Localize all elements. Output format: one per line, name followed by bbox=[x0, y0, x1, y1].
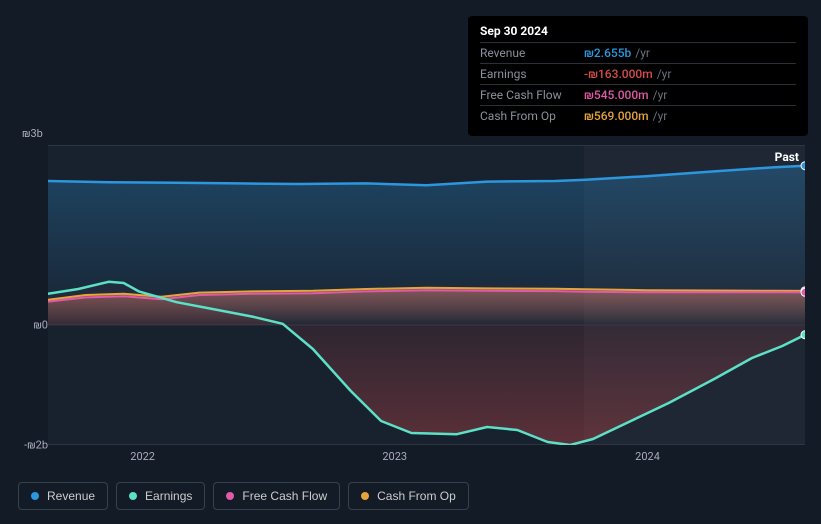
tooltip-row-label: Free Cash Flow bbox=[480, 88, 584, 102]
tooltip-row-unit: /yr bbox=[657, 67, 672, 81]
tooltip-row-label: Cash From Op bbox=[480, 109, 584, 123]
legend-dot-icon bbox=[226, 492, 234, 500]
legend-item-earnings[interactable]: Earnings bbox=[116, 482, 205, 510]
tooltip-row-value: ₪2.655b bbox=[584, 46, 631, 60]
x-axis-label: 2024 bbox=[635, 450, 660, 463]
tooltip-row-label: Revenue bbox=[480, 46, 584, 60]
tooltip-row: Cash From Op₪569.000m/yr bbox=[480, 105, 796, 126]
y-axis-top-label: ₪3b bbox=[22, 127, 43, 140]
legend-label: Cash From Op bbox=[377, 489, 456, 503]
y-axis-label: -₪2b bbox=[24, 439, 48, 452]
legend-dot-icon bbox=[31, 492, 39, 500]
legend: Revenue Earnings Free Cash Flow Cash From O… bbox=[18, 482, 469, 510]
tooltip-row-unit: /yr bbox=[635, 46, 650, 60]
legend-label: Revenue bbox=[47, 489, 95, 503]
legend-item-revenue[interactable]: Revenue bbox=[18, 482, 108, 510]
tooltip-row-unit: /yr bbox=[653, 88, 668, 102]
y-axis-label: ₪0 bbox=[33, 319, 48, 332]
legend-item-cash_op[interactable]: Cash From Op bbox=[348, 482, 469, 510]
tooltip-row-unit: /yr bbox=[653, 109, 668, 123]
legend-dot-icon bbox=[361, 492, 369, 500]
legend-item-fcf[interactable]: Free Cash Flow bbox=[213, 482, 340, 510]
tooltip-row-value: ₪569.000m bbox=[584, 109, 649, 123]
tooltip-date: Sep 30 2024 bbox=[480, 24, 796, 42]
hover-tooltip: Sep 30 2024 Revenue₪2.655b/yrEarnings-₪1… bbox=[468, 16, 808, 136]
chart-area: ₪0-₪2b Past bbox=[18, 145, 805, 445]
x-axis-label: 2023 bbox=[382, 450, 407, 463]
tooltip-row-value: ₪545.000m bbox=[584, 88, 649, 102]
x-axis-label: 2022 bbox=[130, 450, 155, 463]
legend-label: Earnings bbox=[145, 489, 192, 503]
legend-label: Free Cash Flow bbox=[242, 489, 327, 503]
tooltip-row: Revenue₪2.655b/yr bbox=[480, 42, 796, 63]
tooltip-row: Free Cash Flow₪545.000m/yr bbox=[480, 84, 796, 105]
tooltip-row-value: -₪163.000m bbox=[584, 67, 653, 81]
legend-dot-icon bbox=[129, 492, 137, 500]
past-label: Past bbox=[775, 150, 799, 164]
chart-svg[interactable] bbox=[48, 145, 805, 445]
x-axis: 2022 2023 2024 bbox=[48, 450, 805, 470]
tooltip-row: Earnings-₪163.000m/yr bbox=[480, 63, 796, 84]
tooltip-row-label: Earnings bbox=[480, 67, 584, 81]
